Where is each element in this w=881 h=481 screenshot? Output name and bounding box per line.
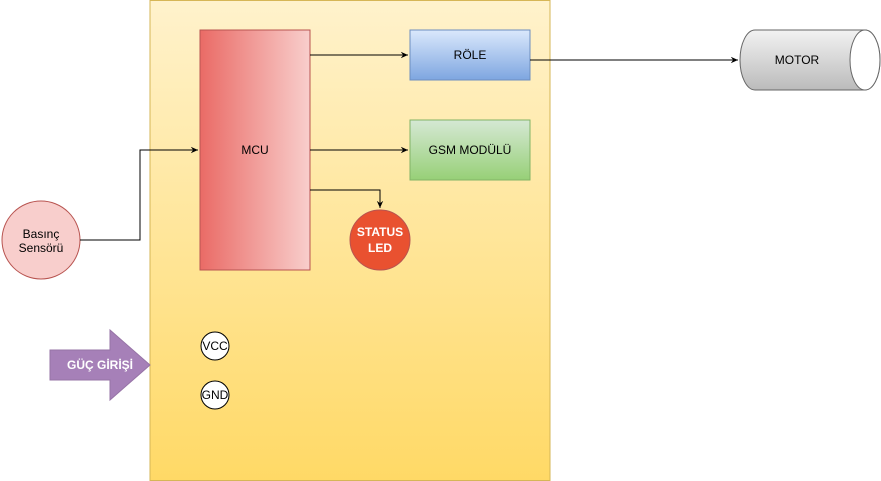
status-led[interactable]: STATUS LED <box>349 209 411 271</box>
gnd-label: GND <box>202 388 229 402</box>
motor-label: MOTOR <box>775 53 820 67</box>
power-input-label: GÜÇ GİRİŞİ <box>67 357 133 372</box>
motor-cylinder[interactable]: MOTOR <box>739 29 881 91</box>
connector-sensor-to-mcu <box>80 146 198 241</box>
sensor-label-line2: Sensörü <box>19 241 64 255</box>
gnd-terminal[interactable]: GND <box>200 380 230 410</box>
gsm-module-label: GSM MODÜLÜ <box>429 143 512 157</box>
pressure-sensor[interactable]: Basınç Sensörü <box>1 200 81 280</box>
status-led-label-line2: LED <box>368 241 392 255</box>
connector-mcu-to-status-led <box>310 189 384 208</box>
power-input-arrow[interactable]: GÜÇ GİRİŞİ <box>49 328 151 402</box>
vcc-terminal[interactable]: VCC <box>200 331 230 361</box>
sensor-label-line1: Basınç <box>23 227 60 241</box>
relay-block[interactable]: RÖLE <box>409 29 531 81</box>
relay-label: RÖLE <box>454 48 487 62</box>
status-led-label-line1: STATUS <box>357 225 403 239</box>
mcu-block[interactable]: MCU <box>199 29 311 271</box>
gsm-module-block[interactable]: GSM MODÜLÜ <box>409 119 531 181</box>
vcc-label: VCC <box>202 339 228 353</box>
mcu-label: MCU <box>241 143 268 157</box>
